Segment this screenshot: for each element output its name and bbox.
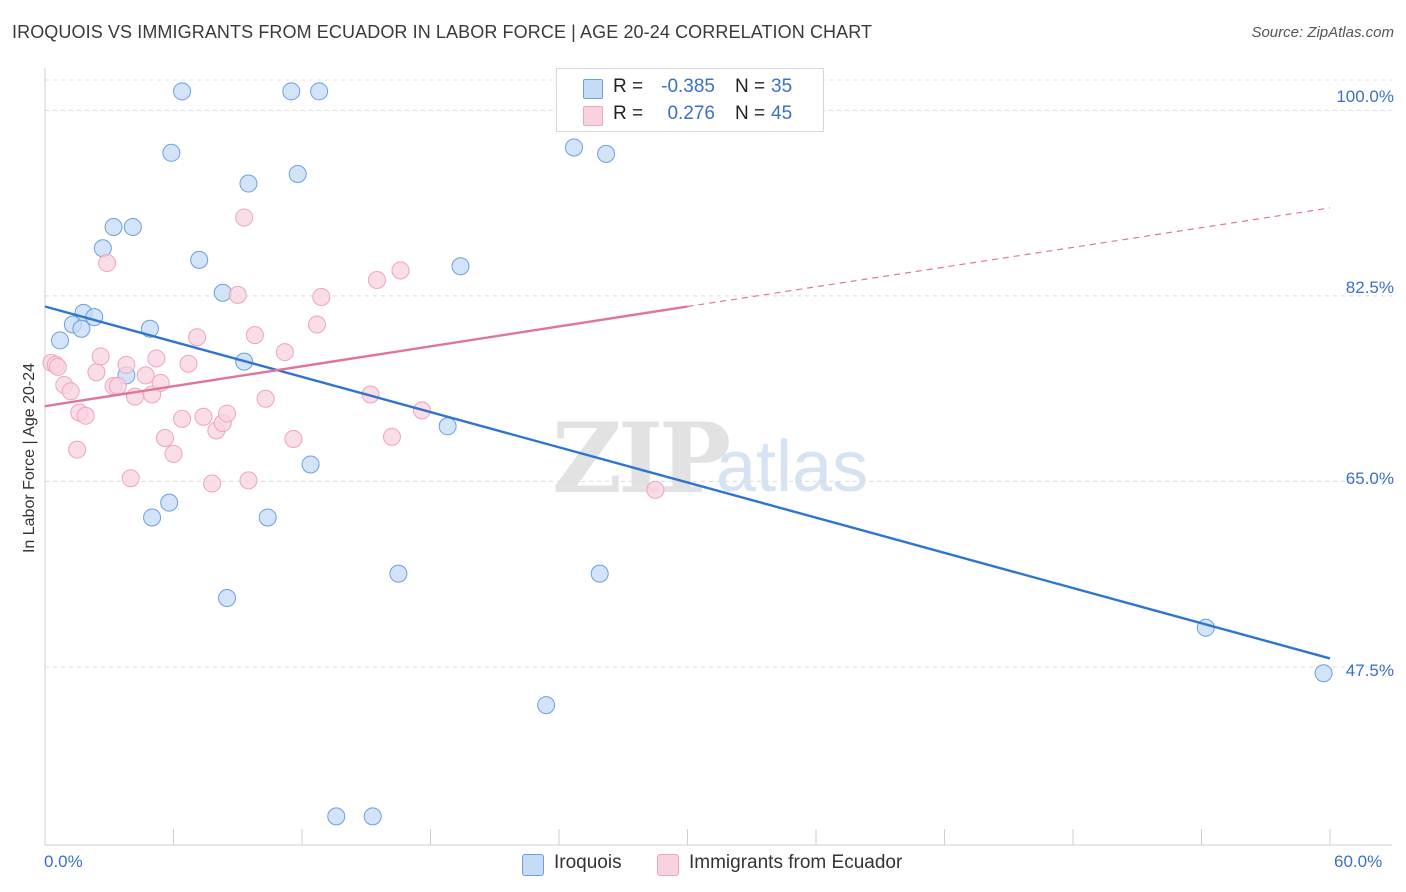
ecuador-point — [646, 480, 665, 499]
iroquois-point — [310, 82, 329, 101]
ecuador-point — [108, 377, 127, 396]
iroquois-point — [239, 174, 258, 193]
ecuador-point — [48, 357, 67, 376]
y-tick-label-47-5: 47.5% — [1345, 661, 1394, 680]
ecuador-point — [121, 469, 140, 488]
ecuador-point — [87, 363, 106, 382]
iroquois-point — [104, 218, 123, 237]
iroquois-point — [143, 508, 162, 527]
ecuador-point — [382, 427, 401, 446]
ecuador-point — [245, 326, 264, 345]
iroquois-point — [50, 331, 69, 350]
iroquois-point — [288, 165, 307, 184]
chart-title: IROQUOIS VS IMMIGRANTS FROM ECUADOR IN L… — [12, 22, 873, 42]
ecuador-point — [391, 261, 410, 280]
legend-r-label: R = — [613, 103, 644, 124]
legend-n-label: N = — [735, 103, 766, 124]
ecuador-point — [164, 444, 183, 463]
ecuador-point — [68, 440, 87, 459]
ecuador-point — [312, 287, 331, 306]
iroquois-point — [597, 144, 616, 163]
legend-r-value-ecuador: 0.276 — [667, 103, 715, 124]
bottom-legend-label-ecuador: Immigrants from Ecuador — [689, 852, 903, 873]
legend-n-value-iroquois: 35 — [771, 76, 793, 97]
ecuador-point — [147, 349, 166, 368]
legend-row-ecuador: R = 0.276 N = 45 — [557, 101, 823, 127]
legend-r-label: R = — [613, 76, 644, 97]
ecuador-trend-extension — [687, 207, 1331, 308]
legend-swatch-ecuador — [583, 106, 603, 126]
iroquois-point — [590, 564, 609, 583]
ecuador-point — [218, 404, 237, 423]
iroquois-point — [363, 807, 382, 826]
bottom-legend-swatch-iroquois — [522, 854, 544, 876]
ecuador-trend-line — [44, 305, 688, 408]
ecuador-point — [228, 285, 247, 304]
y-tick-label-82-5: 82.5% — [1345, 278, 1394, 297]
bottom-legend-swatch-ecuador — [657, 854, 679, 876]
x-tick-label-max: 60.0% — [1334, 852, 1383, 871]
ecuador-point — [235, 208, 254, 227]
ecuador-point — [76, 406, 95, 425]
ecuador-point — [117, 355, 136, 374]
ecuador-point — [367, 271, 386, 290]
ecuador-point — [275, 343, 294, 362]
iroquois-point — [282, 82, 301, 101]
y-tick-label-100: 100.0% — [1336, 87, 1394, 106]
ecuador-point — [307, 315, 326, 334]
iroquois-point — [301, 455, 320, 474]
iroquois-point — [93, 239, 112, 258]
ecuador-point — [188, 328, 207, 347]
iroquois-point — [162, 143, 181, 162]
y-tick-label-65: 65.0% — [1345, 469, 1394, 488]
ecuador-point — [61, 382, 80, 401]
legend-swatch-iroquois — [583, 79, 603, 99]
ecuador-point — [173, 409, 192, 428]
iroquois-point — [327, 807, 346, 826]
ecuador-point — [194, 407, 213, 426]
source-credit: Source: ZipAtlas.com — [1251, 24, 1394, 41]
iroquois-point — [173, 82, 192, 101]
correlation-legend: R = -0.385 N = 35 R = 0.276 N = 45 — [556, 68, 824, 132]
watermark-atlas: atlas — [716, 427, 869, 507]
iroquois-point — [160, 493, 179, 512]
iroquois-point — [438, 417, 457, 436]
ecuador-point — [256, 389, 275, 408]
iroquois-point — [213, 283, 232, 302]
legend-row-iroquois: R = -0.385 N = 35 — [557, 74, 823, 100]
ecuador-point — [136, 366, 155, 385]
ecuador-point — [179, 354, 198, 373]
watermark-zip: ZIP — [552, 402, 731, 515]
ecuador-point — [91, 347, 110, 366]
iroquois-trend-line — [44, 305, 1331, 660]
ecuador-point — [155, 428, 174, 447]
x-tick-label-min: 0.0% — [44, 852, 83, 871]
legend-n-value-ecuador: 45 — [771, 103, 793, 124]
legend-n-label: N = — [735, 76, 766, 97]
iroquois-point — [218, 589, 237, 608]
ecuador-point — [239, 471, 258, 490]
iroquois-point — [72, 319, 91, 338]
iroquois-point — [258, 508, 277, 527]
bottom-legend-label-iroquois: Iroquois — [554, 852, 622, 873]
iroquois-point — [389, 564, 408, 583]
iroquois-point — [537, 696, 556, 715]
iroquois-point — [190, 250, 209, 269]
iroquois-point — [1314, 664, 1333, 683]
ecuador-point — [98, 254, 117, 273]
ecuador-point — [203, 474, 222, 493]
iroquois-point — [564, 138, 583, 157]
iroquois-point — [451, 257, 470, 276]
iroquois-point — [123, 218, 142, 237]
legend-r-value-iroquois: -0.385 — [661, 76, 715, 97]
ecuador-point — [284, 430, 303, 449]
